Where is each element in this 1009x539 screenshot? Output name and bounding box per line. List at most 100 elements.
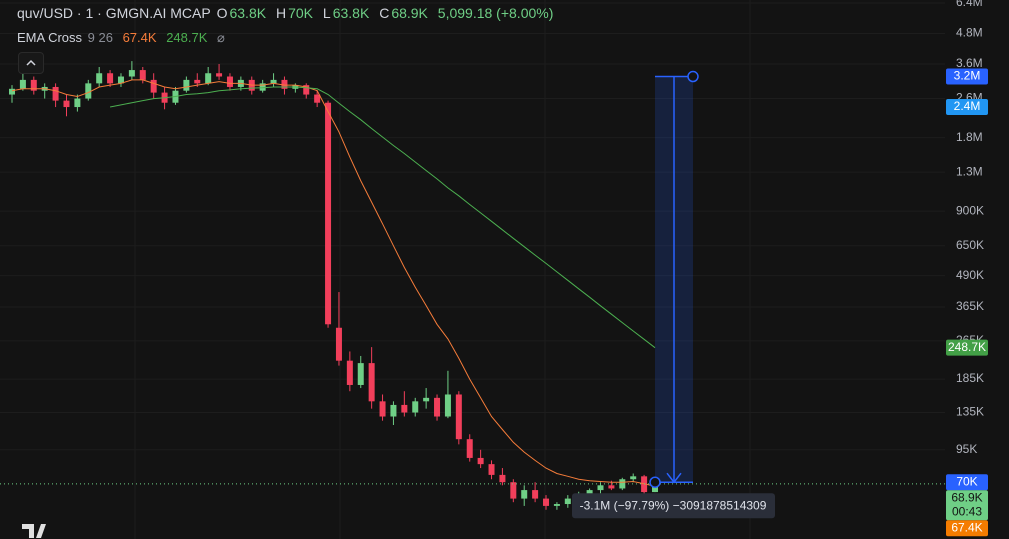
measure-handle[interactable] xyxy=(649,476,661,488)
candle-body xyxy=(139,70,146,80)
candle-body xyxy=(401,404,408,413)
candle-body xyxy=(303,85,310,95)
candle-body xyxy=(226,76,233,87)
price-label: 00:43 xyxy=(952,504,982,518)
price-label-bg xyxy=(946,339,988,356)
ema-line xyxy=(11,79,656,487)
candle-body xyxy=(619,479,626,489)
y-tick-label: 490K xyxy=(956,268,984,282)
candle-body xyxy=(325,102,332,325)
price-label: 70K xyxy=(956,474,977,488)
y-tick-label: 185K xyxy=(956,371,984,385)
measure-tooltip: -3.1M (−97.79%) −3091878514309 xyxy=(580,498,767,512)
candle-body xyxy=(630,476,637,480)
y-tick-label: 4.8M xyxy=(956,26,983,40)
ohlc-value: 63.8K xyxy=(229,5,267,21)
candle-body xyxy=(379,401,386,417)
ohlc-label: H xyxy=(275,5,287,21)
price-label: 3.2M xyxy=(954,69,981,83)
hide-icon[interactable]: ⌀ xyxy=(217,30,225,45)
candle-body xyxy=(597,485,604,491)
y-tick-label: 95K xyxy=(956,442,977,456)
candle-body xyxy=(117,76,124,84)
candle-body xyxy=(63,100,70,108)
candle-body xyxy=(477,457,484,465)
price-label: 2.4M xyxy=(954,99,981,113)
y-tick-label: 650K xyxy=(956,238,984,252)
indicator-legend[interactable]: EMA Cross 9 26 67.4K 248.7K ⌀ xyxy=(17,30,225,46)
candle-body xyxy=(488,464,495,475)
candle-body xyxy=(128,70,135,77)
price-label: 248.7K xyxy=(948,340,986,354)
candle-body xyxy=(216,73,223,77)
collapse-icon xyxy=(26,59,36,66)
measure-tooltip-bg xyxy=(572,493,775,519)
candle-body xyxy=(259,83,266,91)
candle-body xyxy=(346,360,353,385)
candle-body xyxy=(9,88,15,95)
y-tick-label: 135K xyxy=(956,405,984,419)
y-tick-label: 6.4M xyxy=(956,0,983,9)
candle-body xyxy=(543,498,550,506)
candle-body xyxy=(368,363,375,402)
price-label-bg xyxy=(946,490,988,521)
collapse-button[interactable] xyxy=(18,52,44,74)
candle-body xyxy=(586,490,593,496)
candle-body xyxy=(564,498,571,505)
candle-body xyxy=(466,439,473,458)
candle-body xyxy=(423,397,430,402)
ohlc-value: 68.9K xyxy=(391,5,428,21)
candle-body xyxy=(205,73,212,84)
indicator-value: 67.4K xyxy=(122,30,157,45)
candle-body xyxy=(85,83,92,99)
price-label-bg xyxy=(946,474,988,491)
candle-body xyxy=(314,94,321,103)
candle-body xyxy=(194,79,201,84)
price-label-bg xyxy=(946,520,988,537)
price-label-bg xyxy=(946,68,988,85)
plot: -3.1M (−97.79%) −3091878514309 xyxy=(0,61,945,519)
candle-body xyxy=(553,504,560,506)
measure-arrowhead xyxy=(666,472,682,484)
y-tick-label: 900K xyxy=(956,203,984,217)
candle-body xyxy=(652,483,658,493)
candle-body xyxy=(335,327,342,361)
candle-body xyxy=(499,474,506,483)
ema-line xyxy=(110,86,656,349)
candle-body xyxy=(183,79,190,91)
ohlc-label: O xyxy=(216,5,228,21)
ohlc-label: C xyxy=(379,5,390,21)
candle-body xyxy=(74,98,81,108)
candle-body xyxy=(30,79,37,91)
candle-body xyxy=(107,73,114,84)
logo-shape xyxy=(22,524,46,538)
indicator-value: 248.7K xyxy=(166,30,208,45)
candle-body xyxy=(357,363,364,385)
ohlc-value: 70K xyxy=(288,5,314,21)
ohlc-value: 63.8K xyxy=(332,5,370,21)
ohlc-label: L xyxy=(322,5,331,21)
measure-handle[interactable] xyxy=(687,70,699,83)
y-tick-label: 1.8M xyxy=(956,130,983,144)
candle-body xyxy=(532,490,539,499)
y-tick-label: 365K xyxy=(956,299,984,313)
price-label-bg xyxy=(946,99,988,116)
price-label: 67.4K xyxy=(951,520,982,534)
candle-body xyxy=(270,79,277,84)
chevron xyxy=(26,59,36,66)
axis-background xyxy=(945,0,1009,539)
candle-body xyxy=(455,394,462,440)
candle-body xyxy=(444,394,451,417)
candle-body xyxy=(412,401,419,413)
symbol: quv/USD · 1 · GMGN.AI MCAP xyxy=(17,5,211,21)
y-tick-label: 3.6M xyxy=(956,56,983,70)
candle-body xyxy=(608,485,615,489)
change: 5,099.18 (+8.00%) xyxy=(437,5,554,21)
price-axis: 6.4M4.8M3.6M2.6M1.8M1.3M900K650K490K365K… xyxy=(945,0,1009,539)
header: quv/USD · 1 · GMGN.AI MCAP O 63.8K H 70K L… xyxy=(17,5,559,21)
indicator-name: EMA Cross xyxy=(17,30,83,45)
candle-body xyxy=(434,397,441,417)
